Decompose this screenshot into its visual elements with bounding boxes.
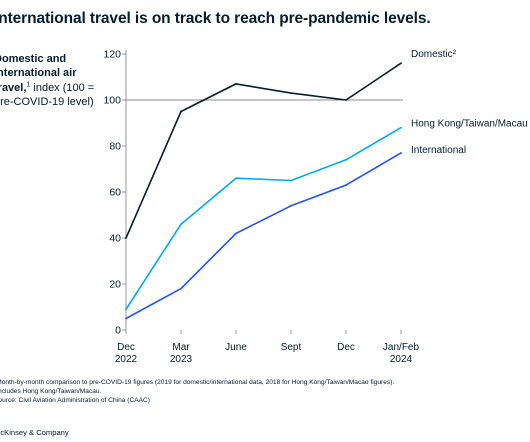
footnote-1: ¹Month-by-month comparison to pre-COVID-… (0, 379, 395, 386)
series-line (125, 152, 402, 320)
x-tick-label: Dec (117, 342, 135, 353)
labels-group: Domestic² Hong Kong/Taiwan/Macau Internati… (411, 49, 528, 156)
chart-title: International travel is on track to reac… (0, 10, 431, 27)
data-point (235, 177, 237, 180)
y-tick-label: 60 (109, 187, 121, 199)
series-line (125, 126, 402, 310)
data-point (125, 308, 127, 311)
data-point (400, 152, 402, 154)
y-tick-label: 80 (109, 141, 121, 153)
data-point (235, 83, 237, 85)
x-tick-label: Mar (172, 342, 190, 353)
y-tick-label: 100 (103, 95, 121, 107)
data-point (180, 110, 182, 113)
series-group (125, 62, 402, 320)
footnotes: ¹Month-by-month comparison to pre-COVID-… (0, 378, 394, 405)
x-tick-year-label: 2023 (170, 354, 193, 365)
y-axis-label-bold: Domestic and international air travel, (0, 53, 77, 94)
footnote-2: ²Includes Hong Kong/Taiwan/Macau. (0, 388, 102, 395)
data-point (290, 179, 292, 182)
x-tick-label: Jan/Feb (383, 342, 420, 353)
data-point (180, 223, 182, 226)
brand-name: McKinsey & Company (0, 428, 69, 437)
series-line (125, 62, 402, 239)
x-tick-label: Sept (281, 342, 302, 353)
data-point (125, 237, 127, 239)
y-tick-label: 40 (109, 233, 121, 245)
data-point (180, 287, 182, 290)
source-note: Source: Civil Aviation Administration of… (0, 397, 150, 404)
data-point (400, 62, 402, 65)
data-point (345, 158, 347, 161)
series-label: Domestic² (411, 49, 457, 60)
footnote-marker: 1 (26, 81, 31, 89)
x-tick-label: June (225, 342, 247, 353)
data-point (235, 232, 237, 235)
y-tick-label: 120 (103, 49, 121, 61)
y-tick-label: 20 (109, 279, 121, 291)
series-label: International (411, 145, 466, 156)
series-label: Hong Kong/Taiwan/Macau (411, 119, 528, 130)
data-point (125, 317, 127, 320)
y-axis-label: Domestic and international air travel,1 … (0, 52, 112, 110)
x-tick-year-label: 2024 (390, 354, 413, 365)
x-tick-year-label: 2022 (115, 354, 138, 365)
data-point (290, 92, 292, 94)
x-tick-label: Dec (337, 342, 355, 353)
y-tick-label: 0 (115, 325, 121, 337)
y-axis-label-rest: index (100 = pre-COVID-19 level) (0, 81, 95, 109)
data-point (345, 184, 347, 187)
data-point (345, 99, 347, 101)
data-point (290, 204, 292, 207)
data-point (400, 126, 402, 129)
